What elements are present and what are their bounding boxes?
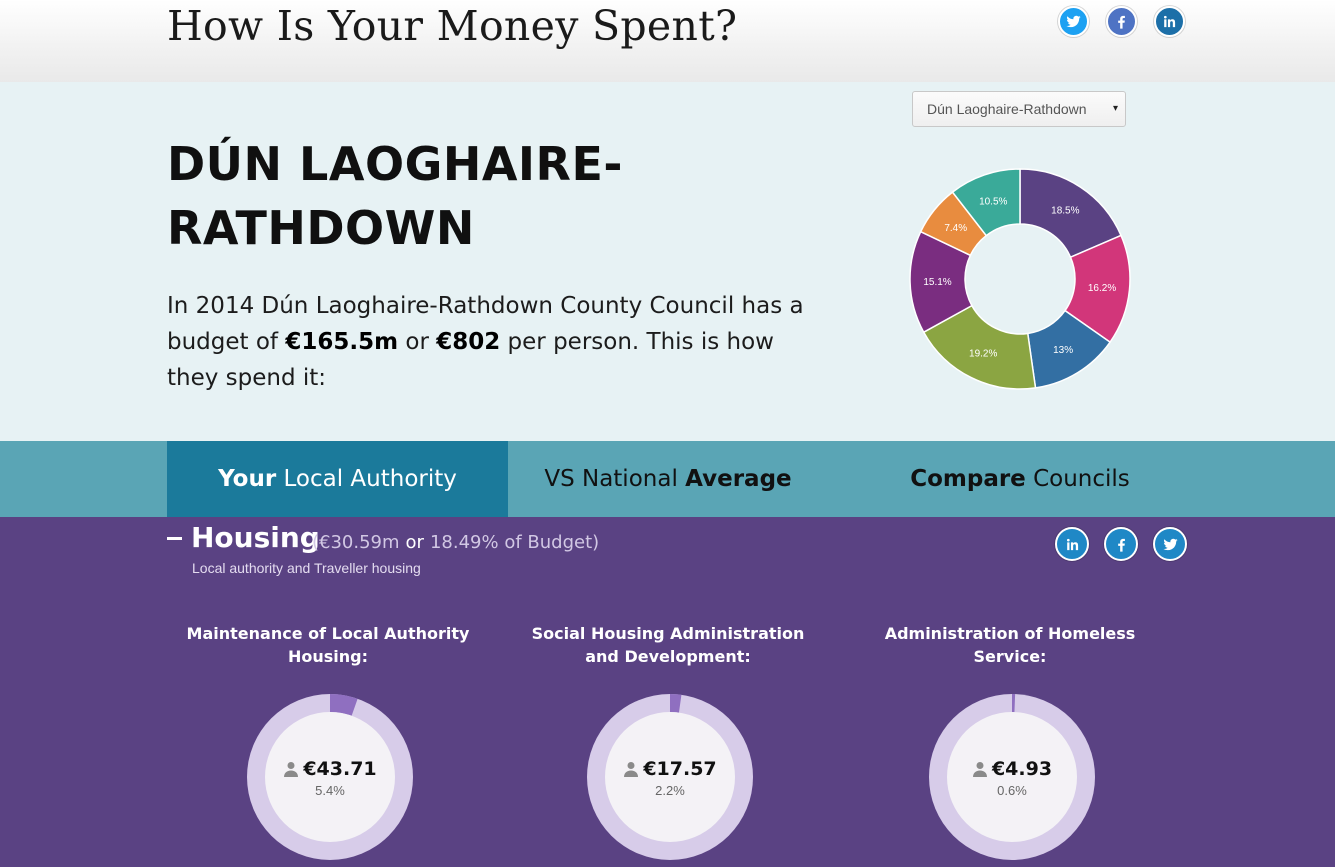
donut-slice[interactable] — [922, 304, 1037, 390]
donut-slice-label: 18.5% — [1051, 206, 1079, 217]
site-header: How Is Your Money Spent? — [0, 0, 1335, 82]
total-budget: €165.5m — [285, 329, 399, 355]
tab-label-bold: Your — [218, 466, 277, 492]
service-ring[interactable]: €43.71 5.4% — [245, 692, 415, 862]
ring-progress — [1012, 694, 1016, 713]
council-select[interactable]: Dún Laoghaire-Rathdown ▾ — [912, 91, 1126, 127]
tab-your-local-authority[interactable]: Your Local Authority — [167, 441, 508, 517]
ring-progress — [330, 694, 358, 716]
facebook-icon — [1118, 15, 1125, 29]
service-label: Maintenance of Local Authority Housing: — [186, 624, 470, 666]
facebook-share-button[interactable] — [1106, 6, 1137, 37]
linkedin-icon — [1163, 15, 1176, 28]
service-amount-row: €43.71 — [283, 758, 377, 780]
service-ring-center: €43.71 5.4% — [265, 712, 395, 842]
person-icon — [972, 762, 987, 777]
minus-icon[interactable] — [167, 537, 182, 540]
service-ring[interactable]: €4.93 0.6% — [927, 692, 1097, 862]
donut-slice[interactable] — [951, 168, 1021, 237]
ring-progress — [670, 694, 682, 713]
category-housing: Housing (€30.59m or 18.49% of Budget) Loca… — [0, 517, 1335, 867]
tab-label: VS National — [544, 466, 686, 492]
category-description: Local authority and Traveller housing — [192, 560, 421, 576]
summary-prefix: In 2014 Dún Laoghaire-Rathdown County Co… — [167, 293, 804, 355]
category-meta: (€30.59m or 18.49% of Budget) — [312, 532, 599, 553]
service-item: Maintenance of Local Authority Housing: … — [183, 622, 473, 860]
linkedin-share-button[interactable] — [1055, 527, 1089, 561]
twitter-share-button[interactable] — [1058, 6, 1089, 37]
service-percent: 2.2% — [655, 783, 685, 798]
service-ring[interactable]: €17.57 2.2% — [585, 692, 755, 862]
category-or: or — [405, 532, 424, 553]
chevron-down-icon: ▾ — [1112, 103, 1118, 114]
service-label: Social Housing Administration and Develo… — [531, 624, 805, 666]
person-icon — [624, 762, 639, 777]
tab-label: Local Authority — [276, 466, 457, 492]
service-label: Administration of Homeless Service: — [884, 624, 1136, 666]
service-percent: 5.4% — [315, 783, 345, 798]
service-amount: €17.57 — [643, 758, 717, 780]
person-icon — [284, 762, 299, 777]
category-share-buttons — [1055, 527, 1187, 561]
budget-summary: In 2014 Dún Laoghaire-Rathdown County Co… — [167, 288, 827, 396]
donut-slice-label: 10.5% — [979, 196, 1007, 207]
linkedin-icon — [1066, 538, 1078, 550]
council-select-value: Dún Laoghaire-Rathdown — [927, 101, 1087, 117]
budget-per-person: €802 — [436, 329, 501, 355]
tab-label-bold: Average — [685, 466, 792, 492]
council-overview: Dún Laoghaire-Rathdown ▾ DÚN LAOGHAIRE-R… — [0, 82, 1335, 441]
service-amount-row: €17.57 — [623, 758, 717, 780]
council-name: DÚN LAOGHAIRE-RATHDOWN — [167, 137, 623, 255]
service-amount: €4.93 — [991, 758, 1053, 780]
tab-label: Councils — [1025, 466, 1130, 492]
category-title[interactable]: Housing — [191, 521, 320, 554]
donut-slice-label: 13% — [1053, 345, 1073, 356]
twitter-share-button[interactable] — [1153, 527, 1187, 561]
tab-vs-national-average[interactable]: VS National Average — [508, 441, 828, 517]
donut-slice-label: 7.4% — [944, 223, 967, 234]
tab-label-bold: Compare — [910, 466, 1026, 492]
summary-mid: or — [398, 329, 437, 355]
header-share-buttons — [1058, 6, 1185, 37]
service-amount-row: €4.93 — [972, 758, 1052, 780]
view-tabs: Your Local Authority VS National Average… — [0, 441, 1335, 517]
facebook-share-button[interactable] — [1104, 527, 1138, 561]
budget-donut-chart[interactable]: 18.5% 16.2% 13% 19.2% 15.1% 7.4% 10.5% — [905, 164, 1135, 394]
service-amount: €43.71 — [303, 758, 377, 780]
donut-slice-label: 19.2% — [969, 348, 997, 359]
donut-slice-label: 16.2% — [1088, 283, 1116, 294]
category-share: 18.49% of Budget) — [429, 532, 600, 553]
service-item: Social Housing Administration and Develo… — [523, 622, 813, 860]
tab-compare-councils[interactable]: Compare Councils — [850, 441, 1190, 517]
twitter-icon — [1066, 15, 1081, 28]
service-item: Administration of Homeless Service: €4.9… — [865, 622, 1155, 860]
twitter-icon — [1162, 538, 1178, 550]
site-title: How Is Your Money Spent? — [167, 2, 738, 50]
facebook-icon — [1117, 538, 1125, 552]
service-ring-center: €17.57 2.2% — [605, 712, 735, 842]
donut-slice-label: 15.1% — [923, 277, 951, 288]
service-percent: 0.6% — [997, 783, 1027, 798]
summary-suffix: per person. This is how they spend it: — [167, 329, 774, 391]
service-ring-center: €4.93 0.6% — [947, 712, 1077, 842]
linkedin-share-button[interactable] — [1154, 6, 1185, 37]
category-amount: (€30.59m — [312, 532, 400, 553]
